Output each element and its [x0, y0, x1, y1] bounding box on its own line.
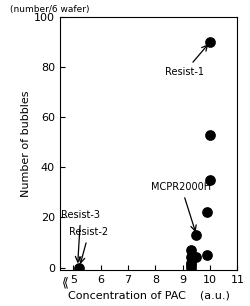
Point [189, 265, 193, 270]
Point [189, 263, 193, 267]
Point [189, 248, 193, 252]
Text: Resist-3: Resist-3 [61, 210, 100, 262]
Text: (number/6 wafer): (number/6 wafer) [10, 6, 90, 14]
Point [189, 255, 193, 260]
Y-axis label: Number of bubbles: Number of bubbles [21, 90, 31, 197]
Text: Resist-2: Resist-2 [69, 227, 108, 263]
Point [206, 210, 210, 215]
X-axis label: Concentration of PAC    (a.u.): Concentration of PAC (a.u.) [68, 290, 230, 300]
Text: MCPR2000H: MCPR2000H [151, 182, 212, 231]
Point [194, 233, 198, 237]
Point [77, 265, 81, 270]
Point [208, 132, 212, 137]
Point [206, 252, 210, 257]
Text: Resist-1: Resist-1 [165, 45, 208, 77]
Point [189, 260, 193, 265]
Point [208, 39, 212, 44]
Text: $\langle\!\langle$: $\langle\!\langle$ [62, 276, 70, 291]
Point [194, 255, 198, 260]
Point [208, 177, 212, 182]
